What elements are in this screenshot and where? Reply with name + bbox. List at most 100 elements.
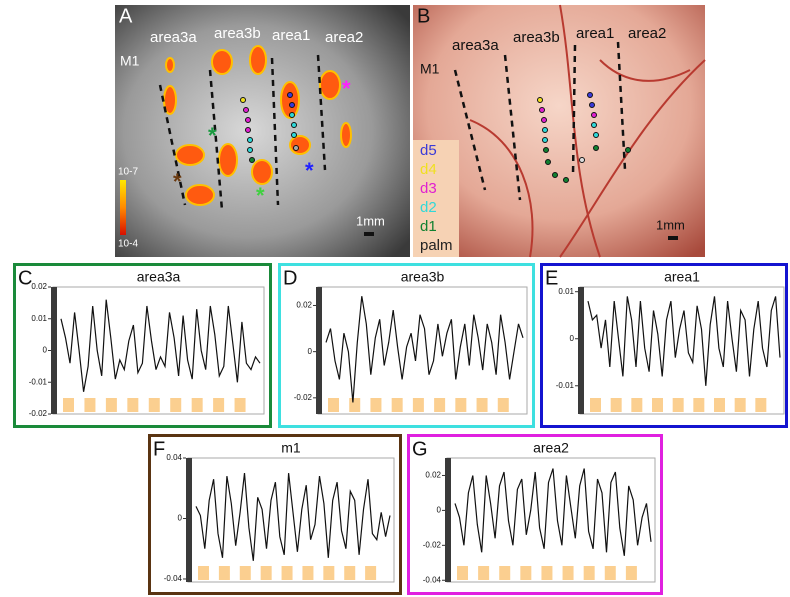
stimulus-bar [652, 398, 663, 412]
area-borders [453, 41, 627, 201]
y-tick-label: 0 [570, 334, 575, 343]
legend-label: d5 [420, 142, 437, 159]
trace [325, 296, 524, 403]
panel-frame [13, 263, 272, 428]
y-tick-label: 0.04 [166, 453, 182, 462]
blood-vessels [469, 4, 706, 258]
stimulus-bar [170, 398, 182, 412]
stimulus-bar [562, 566, 574, 580]
stimulus-bar [583, 566, 595, 580]
legend-box [413, 140, 459, 257]
y-axis-bar [578, 287, 584, 414]
scale-label: 1mm [356, 213, 385, 228]
asterisk: * [208, 123, 217, 148]
area-borders [158, 54, 327, 211]
stimulus-bar [328, 398, 339, 412]
stimulus-bar [365, 566, 377, 580]
stimulus-bar [604, 566, 616, 580]
stimulus-bar [323, 566, 335, 580]
y-tick-label: -0.01 [29, 377, 48, 386]
trace [60, 299, 261, 392]
stimulus-bar [412, 398, 424, 412]
plot-area [52, 286, 265, 415]
y-tick-label: 0 [43, 346, 48, 355]
area-label: area1 [272, 27, 310, 44]
scale-bar [364, 232, 374, 236]
legend-label: d1 [420, 218, 437, 235]
asterisk: * [256, 183, 265, 208]
stimulus-bar [239, 566, 251, 580]
asterisk: * [173, 169, 182, 194]
chart-title: m1 [281, 440, 301, 456]
y-tick-label: 0.01 [558, 287, 574, 296]
panel-letter: A [119, 5, 133, 27]
stimulus-bar [349, 398, 361, 412]
plot-area [317, 286, 528, 415]
stimulus-bar [391, 398, 403, 412]
colorbar-label: 10-4 [118, 239, 138, 250]
trace [454, 468, 652, 556]
chart-title: area2 [533, 440, 569, 456]
y-tick-label: 0.02 [296, 301, 312, 310]
stimulus-bar [344, 566, 356, 580]
stimulus-bar [260, 566, 272, 580]
chart-title: area1 [664, 269, 700, 285]
stimulus-bar [541, 566, 553, 580]
scale-bar [668, 236, 678, 240]
plot-area [446, 457, 656, 583]
panel-letter: C [18, 267, 32, 289]
panel-letter: E [545, 267, 558, 289]
panel-frame [540, 263, 788, 428]
y-tick-label: 0.02 [425, 471, 441, 480]
area-label: area3b [513, 29, 560, 46]
y-tick-label: 0 [178, 514, 183, 523]
panel-letter: B [417, 5, 430, 27]
y-tick-label: -0.01 [556, 381, 575, 390]
stimulus-bar [625, 566, 637, 580]
trace [587, 296, 781, 386]
stimulus-bar [714, 398, 725, 412]
asterisk: * [342, 76, 351, 101]
electrode-sites [240, 92, 299, 163]
stimulus-bar [198, 566, 209, 580]
panel-letter: F [153, 438, 165, 460]
stimulus-bar [281, 566, 293, 580]
stimulus-bar [302, 566, 314, 580]
stimulus-bar [693, 398, 705, 412]
stimulus-bar [734, 398, 746, 412]
scale-label: 1mm [656, 217, 685, 232]
stimulus-bar [610, 398, 622, 412]
electrode-sites [537, 92, 631, 183]
panel-letter: G [412, 438, 428, 460]
panel-frame [278, 263, 535, 428]
area-label: area3a [150, 29, 197, 46]
colorbar-label: 10-7 [118, 167, 138, 178]
y-tick-label: 0 [308, 347, 313, 356]
stimulus-bar [455, 398, 467, 412]
y-tick-label: -0.04 [164, 574, 183, 583]
y-tick-label: -0.02 [29, 409, 48, 418]
legend-label: d2 [420, 199, 437, 216]
panel-frame [148, 434, 402, 595]
stimulus-bar [370, 398, 382, 412]
y-tick-label: -0.02 [423, 540, 442, 549]
activation-blobs [163, 45, 352, 206]
trace [195, 473, 391, 561]
y-tick-label: -0.04 [423, 575, 442, 584]
area-label: area1 [576, 25, 614, 42]
chart-title: area3a [137, 269, 181, 285]
stimulus-bar [631, 398, 643, 412]
stimulus-bar [457, 566, 468, 580]
colorbar [120, 180, 126, 235]
y-tick-label: 0.02 [31, 282, 47, 291]
stimulus-bar [497, 398, 509, 412]
